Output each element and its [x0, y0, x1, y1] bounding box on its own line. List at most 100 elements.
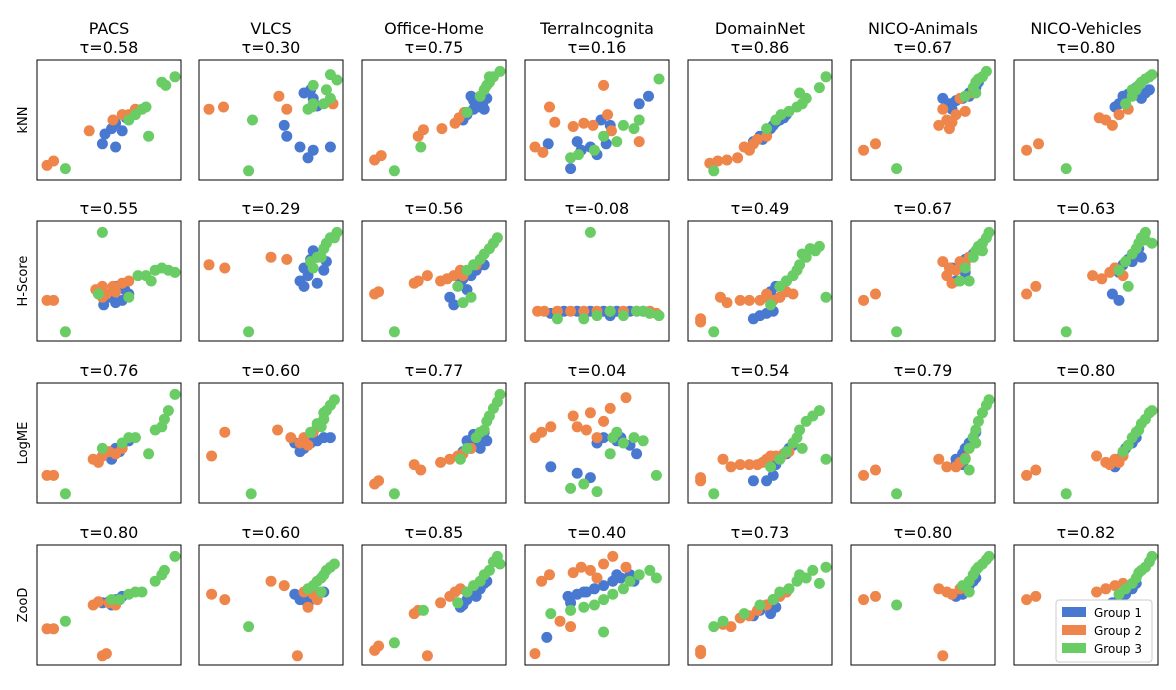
scatter-point-g3 [158, 413, 170, 425]
tau-label: τ=0.30 [242, 38, 301, 57]
scatter-point-g2 [421, 650, 433, 662]
scatter-point-g2 [412, 275, 424, 287]
scatter-point-g2 [870, 138, 881, 150]
scatter-point-g3 [452, 280, 464, 292]
scatter-point-g3 [754, 599, 766, 611]
scatter-point-g2 [721, 154, 733, 166]
scatter-point-g3 [136, 586, 148, 598]
scatter-point-g1 [565, 597, 577, 609]
scatter-point-g3 [796, 442, 808, 454]
scatter-point-g3 [1146, 550, 1158, 562]
scatter-point-g1 [110, 141, 122, 153]
scatter-point-g2 [725, 621, 737, 633]
scatter-point-g3 [328, 394, 340, 406]
scatter-point-g2 [870, 590, 881, 602]
scatter-point-g2 [620, 392, 632, 404]
tau-label: τ=0.04 [568, 361, 627, 380]
scatter-point-g2 [1091, 586, 1103, 598]
scatter-point-g3 [774, 453, 786, 465]
scatter-point-g3 [307, 79, 319, 91]
scatter-point-g2 [743, 459, 755, 471]
scatter-point-g2 [937, 650, 949, 662]
scatter-point-g2 [436, 123, 448, 135]
scatter-point-g3 [767, 594, 779, 606]
scatter-point-g2 [575, 561, 587, 573]
scatter-point-g3 [983, 394, 995, 406]
scatter-point-g3 [245, 488, 257, 500]
scatter-point-g2 [537, 146, 549, 158]
scatter-point-g2 [529, 648, 541, 660]
scatter-point-g3 [820, 291, 832, 303]
scatter-point-g2 [695, 313, 707, 325]
scatter-point-g3 [461, 442, 473, 454]
scatter-point-g3 [96, 226, 108, 238]
scatter-point-g1 [96, 138, 108, 150]
scatter-point-g2 [536, 426, 548, 438]
scatter-point-g3 [320, 84, 332, 96]
scatter-point-g2 [375, 150, 387, 162]
tau-label: τ=0.16 [568, 38, 627, 57]
scatter-point-g2 [712, 155, 724, 167]
scatter-point-g3 [794, 424, 806, 436]
tau-label: τ=0.73 [731, 523, 790, 542]
scatter-point-g2 [567, 121, 579, 132]
scatter-point-g1 [470, 590, 482, 602]
scatter-point-g3 [604, 448, 616, 460]
scatter-point-g2 [870, 288, 881, 300]
scatter-point-g3 [491, 232, 503, 244]
scatter-point-g3 [388, 165, 400, 177]
tau-label: τ=0.80 [1057, 38, 1116, 57]
scatter-point-g3 [807, 564, 819, 576]
scatter-point-g1 [294, 141, 306, 153]
scatter-point-g2 [734, 459, 746, 471]
scatter-point-g2 [1021, 594, 1033, 606]
tau-label: τ=0.75 [405, 38, 464, 57]
scatter-point-g3 [243, 326, 255, 338]
scatter-point-g3 [783, 583, 795, 595]
tau-label: τ=0.77 [405, 361, 464, 380]
scatter-point-g1 [324, 141, 336, 153]
scatter-point-g2 [100, 288, 112, 300]
scatter-point-g3 [598, 594, 610, 606]
scatter-point-g2 [110, 286, 122, 298]
scatter-point-g3 [624, 575, 636, 587]
tau-label: τ=0.82 [1057, 523, 1116, 542]
scatter-point-g2 [100, 648, 112, 660]
scatter-point-g2 [536, 575, 548, 587]
scatter-point-g3 [132, 270, 144, 282]
legend-swatch [1062, 643, 1086, 653]
scatter-point-g2 [937, 103, 949, 115]
panel-frame [1013, 59, 1159, 181]
scatter-point-g3 [591, 486, 603, 498]
scatter-point-g1 [765, 608, 777, 620]
scatter-point-g3 [59, 488, 71, 500]
scatter-point-g3 [611, 136, 623, 148]
scatter-point-g3 [644, 564, 656, 576]
scatter-point-g2 [373, 640, 385, 652]
scatter-point-g3 [604, 305, 616, 317]
scatter-point-g3 [143, 448, 155, 460]
scatter-point-g2 [291, 650, 303, 662]
scatter-point-g3 [983, 226, 995, 238]
scatter-point-g3 [970, 87, 982, 99]
scatter-point-g3 [318, 407, 330, 419]
scatter-point-g2 [48, 469, 60, 481]
scatter-point-g3 [106, 594, 118, 606]
scatter-point-g3 [388, 488, 400, 500]
scatter-point-g2 [567, 567, 579, 579]
scatter-point-g2 [858, 294, 870, 306]
scatter-point-g2 [1030, 590, 1042, 602]
scatter-point-g3 [891, 488, 903, 500]
scatter-point-g3 [972, 415, 984, 427]
scatter-point-g2 [549, 116, 561, 128]
scatter-point-g2 [294, 437, 306, 449]
scatter-point-g3 [617, 310, 629, 322]
scatter-point-g2 [565, 621, 577, 633]
scatter-point-g3 [307, 262, 319, 274]
scatter-point-g3 [1060, 163, 1072, 175]
tau-label: τ=0.40 [568, 523, 627, 542]
scatter-point-g2 [1113, 109, 1125, 121]
scatter-point-g2 [281, 253, 293, 265]
tau-label: τ=0.85 [405, 523, 464, 542]
scatter-point-g3 [970, 424, 982, 436]
